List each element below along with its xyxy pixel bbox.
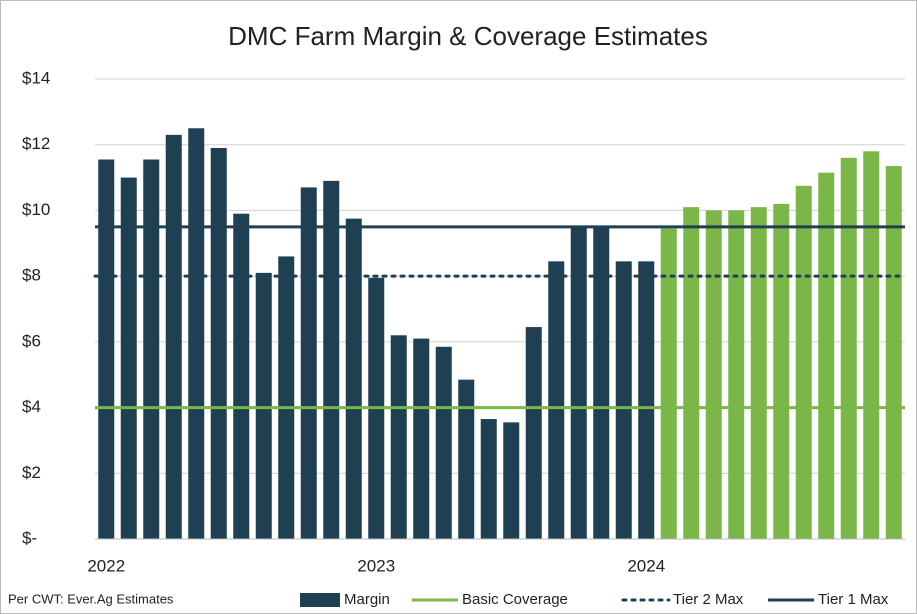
- x-tick-label: 2024: [627, 556, 665, 575]
- y-tick-label: $4: [22, 397, 41, 416]
- bar: [188, 128, 205, 540]
- bar: [98, 159, 115, 539]
- bar: [120, 177, 137, 540]
- note: Per CWT: Ever.Ag Estimates: [8, 591, 174, 606]
- bar: [390, 335, 407, 539]
- bar: [345, 218, 362, 539]
- x-tick-label: 2022: [87, 556, 125, 575]
- bar: [143, 159, 160, 539]
- bar: [773, 203, 790, 539]
- legend-swatch: [300, 593, 340, 607]
- bar: [840, 157, 857, 539]
- y-tick-label: $12: [22, 134, 50, 153]
- bar: [885, 166, 902, 540]
- bar: [480, 419, 497, 539]
- y-tick-label: $2: [22, 463, 41, 482]
- bar: [435, 346, 452, 539]
- bar: [615, 261, 632, 539]
- bar: [548, 261, 565, 539]
- bar: [323, 180, 340, 539]
- bar: [795, 185, 812, 540]
- bar: [705, 210, 722, 539]
- bar: [750, 207, 767, 539]
- bar: [570, 226, 587, 539]
- x-tick-label: 2023: [357, 556, 395, 575]
- chart-title: DMC Farm Margin & Coverage Estimates: [228, 21, 708, 51]
- bar: [233, 213, 250, 539]
- y-tick-label: $6: [22, 331, 41, 350]
- bar: [458, 379, 475, 539]
- bar: [210, 148, 227, 539]
- y-tick-label: $8: [22, 266, 41, 285]
- bar: [503, 422, 520, 539]
- bar: [728, 210, 745, 539]
- bar: [255, 272, 272, 539]
- bar: [165, 134, 182, 539]
- legend-label: Basic Coverage: [462, 591, 568, 608]
- bar: [818, 172, 835, 539]
- bar: [638, 261, 655, 539]
- bar: [683, 207, 700, 539]
- bar: [300, 187, 317, 539]
- bar: [863, 151, 880, 540]
- y-tick-label: $14: [22, 68, 50, 87]
- legend-label: Tier 2 Max: [673, 591, 744, 608]
- legend-label: Margin: [344, 591, 390, 608]
- bar: [593, 226, 610, 539]
- bar: [413, 338, 430, 539]
- bar: [278, 256, 295, 539]
- y-tick-label: $10: [22, 200, 50, 219]
- y-tick-label: $-: [22, 528, 37, 547]
- bar: [525, 327, 542, 539]
- legend-label: Tier 1 Max: [818, 591, 889, 608]
- bar: [660, 228, 677, 539]
